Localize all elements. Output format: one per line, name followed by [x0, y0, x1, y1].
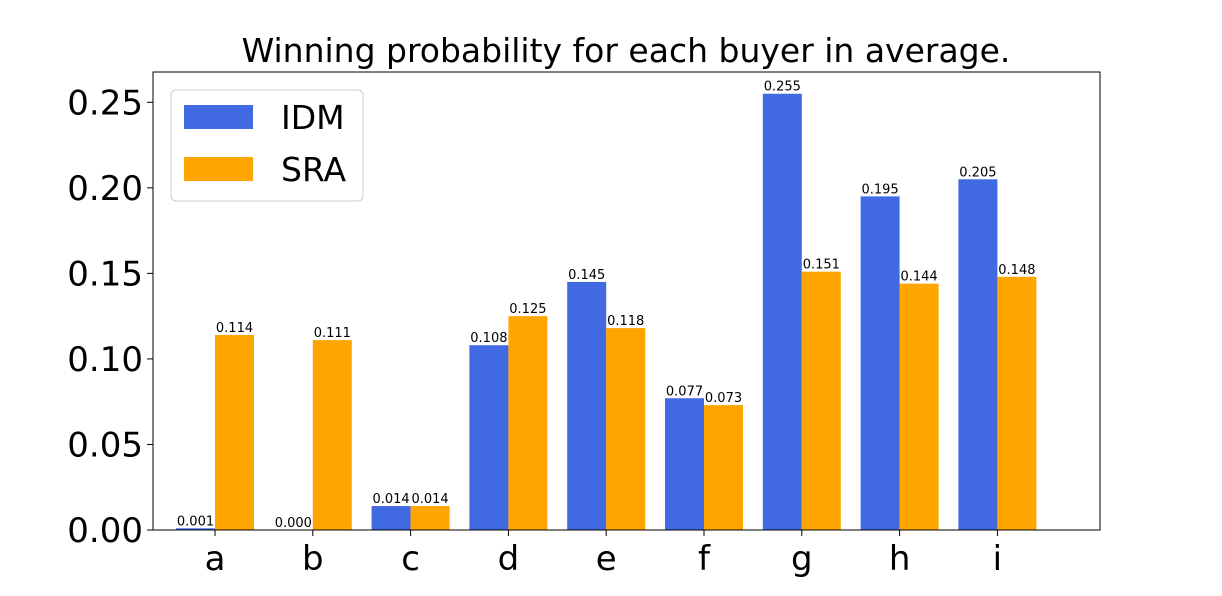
bar-label-idm-b: 0.000 — [275, 516, 312, 531]
bar-idm-i — [958, 179, 998, 530]
bar-idm-g — [762, 93, 802, 530]
bar-label-sra-d: 0.125 — [509, 302, 546, 317]
legend-label-idm: IDM — [281, 98, 345, 137]
x-tick-label-b: b — [302, 539, 324, 579]
bar-label-sra-f: 0.073 — [705, 391, 742, 406]
legend-swatch-idm — [184, 105, 253, 129]
bar-label-idm-g: 0.255 — [764, 80, 801, 95]
bar-idm-a — [176, 528, 215, 530]
bar-sra-i — [997, 276, 1037, 530]
bar-labels-layer: 0.001 0.114 0.000 0.111 0.014 0.014 0.1080.125… — [177, 80, 1036, 531]
y-tick-label-1: 0.05 — [67, 425, 143, 465]
bar-label-idm-h: 0.195 — [861, 182, 898, 197]
bar-idm-d — [469, 345, 509, 530]
x-axis: a b c d e f g h i — [205, 530, 1002, 579]
bar-idm-f — [665, 398, 704, 530]
legend-label-sra: SRA — [281, 150, 347, 189]
bar-label-idm-d: 0.108 — [470, 331, 507, 346]
bar-idm-e — [567, 281, 607, 530]
bar-sra-h — [899, 283, 939, 530]
x-tick-label-d: d — [498, 539, 520, 579]
y-tick-label-0: 0.00 — [67, 511, 143, 551]
bar-label-sra-c: 0.014 — [411, 492, 448, 507]
bar-label-idm-c: 0.014 — [372, 492, 409, 507]
bar-sra-a — [215, 334, 254, 530]
plot-frame — [152, 71, 1101, 531]
bar-sra-b — [312, 340, 352, 530]
x-tick-label-i: i — [993, 539, 1002, 579]
bars-layer — [176, 93, 1037, 530]
bar-sra-f — [704, 405, 743, 530]
bar-idm-h — [860, 196, 900, 530]
x-tick-label-g: g — [791, 539, 813, 579]
x-tick-label-e: e — [596, 539, 617, 579]
legend: IDM SRA — [170, 89, 364, 202]
x-tick-label-h: h — [889, 539, 911, 579]
y-tick-label-4: 0.20 — [67, 169, 143, 209]
x-tick-label-c: c — [401, 539, 420, 579]
bar-label-sra-i: 0.148 — [998, 263, 1035, 278]
x-tick-label-f: f — [698, 539, 711, 579]
bar-label-sra-h: 0.144 — [900, 270, 937, 285]
y-tick-label-3: 0.15 — [67, 254, 143, 294]
legend-swatch-sra — [184, 157, 253, 181]
bar-label-sra-a: 0.114 — [216, 321, 253, 336]
bar-sra-e — [606, 328, 646, 530]
x-tick-label-a: a — [205, 539, 226, 579]
bar-sra-d — [508, 316, 548, 530]
bar-label-sra-e: 0.118 — [607, 314, 644, 329]
bar-label-idm-e: 0.145 — [568, 268, 605, 283]
bar-label-sra-b: 0.111 — [314, 326, 351, 341]
bar-label-sra-g: 0.151 — [803, 258, 840, 273]
bar-label-idm-f: 0.077 — [666, 384, 703, 399]
y-tick-label-2: 0.10 — [67, 340, 143, 380]
y-axis: 0.00 0.05 0.10 0.15 0.20 0.25 — [67, 83, 153, 551]
bar-idm-c — [371, 506, 411, 530]
chart-title: Winning probability for each buyer in av… — [242, 31, 1011, 70]
bar-label-idm-i: 0.205 — [959, 165, 996, 180]
bar-label-idm-a: 0.001 — [177, 514, 214, 529]
y-tick-label-5: 0.25 — [67, 83, 143, 123]
bar-sra-g — [801, 271, 841, 530]
bar-sra-c — [410, 506, 450, 530]
